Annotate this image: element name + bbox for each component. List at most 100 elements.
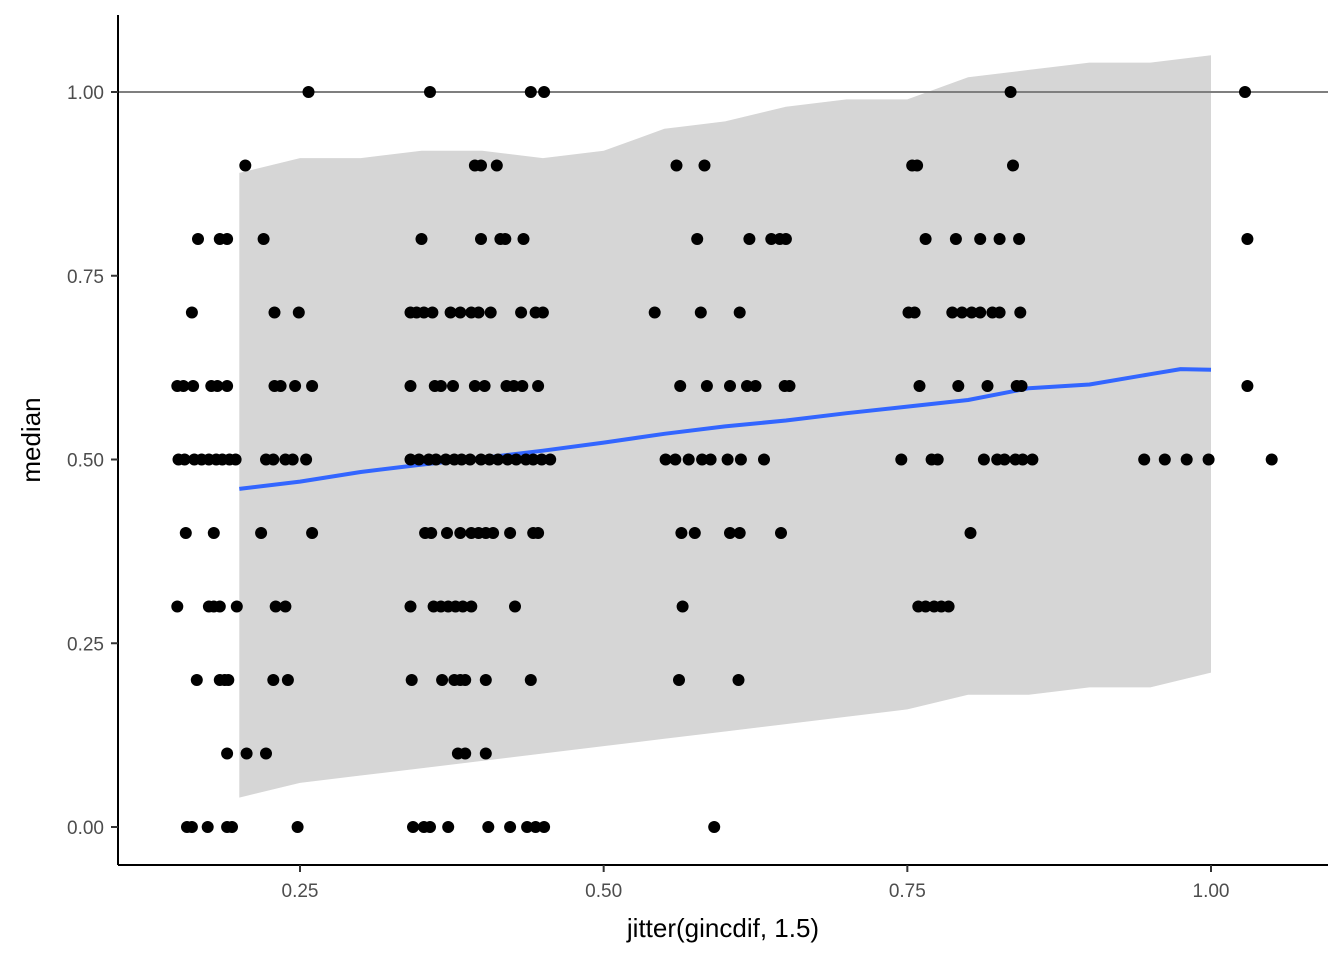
data-point (404, 600, 417, 613)
data-point (185, 306, 198, 319)
data-point (190, 674, 203, 686)
y-tick-label: 1.00 (67, 83, 104, 104)
data-point (430, 453, 442, 466)
data-point (279, 600, 292, 613)
data-point (515, 306, 528, 319)
data-point (207, 527, 220, 539)
data-point (456, 600, 469, 613)
data-point (1015, 380, 1028, 392)
data-point (475, 233, 487, 245)
data-point (289, 380, 302, 392)
data-point (1026, 453, 1039, 466)
data-point (1241, 233, 1254, 245)
data-point (688, 527, 701, 539)
data-point (501, 453, 514, 466)
x-tick-label: 1.00 (1193, 881, 1230, 902)
data-point (178, 453, 191, 466)
data-point (1014, 306, 1027, 319)
data-point (454, 527, 467, 539)
data-point (949, 233, 962, 245)
data-point (222, 674, 235, 686)
data-point (913, 380, 926, 392)
data-point (942, 600, 955, 613)
data-point (464, 453, 477, 466)
data-point (521, 821, 534, 833)
data-point (669, 453, 682, 466)
data-point (455, 453, 468, 466)
data-point (952, 380, 965, 392)
data-points-layer (171, 86, 1278, 833)
data-point (732, 674, 745, 686)
data-point (1013, 233, 1026, 245)
data-point (516, 380, 529, 392)
data-point (1007, 159, 1019, 172)
x-tick-label: 0.75 (889, 881, 926, 902)
data-point (698, 159, 711, 172)
data-point (179, 527, 192, 539)
data-point (721, 453, 734, 466)
data-point (708, 821, 721, 833)
data-point (292, 306, 305, 319)
data-point (499, 233, 512, 245)
data-point (676, 600, 689, 613)
data-point (1202, 453, 1215, 466)
data-point (424, 821, 436, 833)
data-point (405, 674, 418, 686)
data-point (977, 453, 990, 466)
x-axis-title: jitter(gincdif, 1.5) (626, 913, 819, 943)
data-point (691, 233, 704, 245)
data-point (201, 821, 214, 833)
data-point (724, 380, 736, 392)
data-point (733, 527, 746, 539)
data-point (404, 453, 417, 466)
y-tick-label: 0.75 (67, 267, 104, 288)
data-point (998, 453, 1011, 466)
data-point (538, 86, 551, 98)
data-point (529, 821, 542, 833)
data-point (291, 821, 304, 833)
data-point (306, 380, 319, 392)
data-point (447, 380, 459, 392)
data-point (434, 380, 447, 392)
data-point (213, 600, 226, 613)
data-point (981, 380, 994, 392)
data-point (484, 306, 497, 319)
data-point (226, 821, 238, 833)
data-point (1016, 453, 1029, 466)
axes (117, 15, 1328, 866)
data-point (911, 159, 924, 172)
data-point (192, 233, 204, 245)
data-point (436, 674, 449, 686)
y-tick-label: 0.00 (67, 818, 104, 839)
data-point (765, 233, 778, 245)
data-point (783, 380, 796, 392)
data-point (426, 306, 439, 319)
data-point (749, 380, 762, 392)
data-point (524, 674, 537, 686)
data-point (919, 233, 932, 245)
data-point (535, 453, 548, 466)
data-point (779, 233, 792, 245)
data-point (648, 306, 661, 319)
data-point (404, 380, 417, 392)
data-point (536, 306, 549, 319)
data-point (931, 453, 944, 466)
data-point (268, 306, 281, 319)
data-point (670, 159, 683, 172)
data-point (1239, 86, 1251, 98)
data-point (974, 306, 987, 319)
data-point (1158, 453, 1171, 466)
y-tick-label: 0.25 (67, 634, 104, 655)
data-point (185, 821, 198, 833)
data-point (675, 527, 688, 539)
data-point (413, 453, 425, 466)
y-axis-title: median (16, 397, 46, 482)
data-point (482, 821, 495, 833)
smooth-line (239, 367, 1212, 491)
data-point (211, 380, 224, 392)
smooth-line-layer (239, 367, 1212, 491)
data-point (221, 747, 234, 760)
data-point (257, 233, 270, 245)
data-point (187, 380, 200, 392)
